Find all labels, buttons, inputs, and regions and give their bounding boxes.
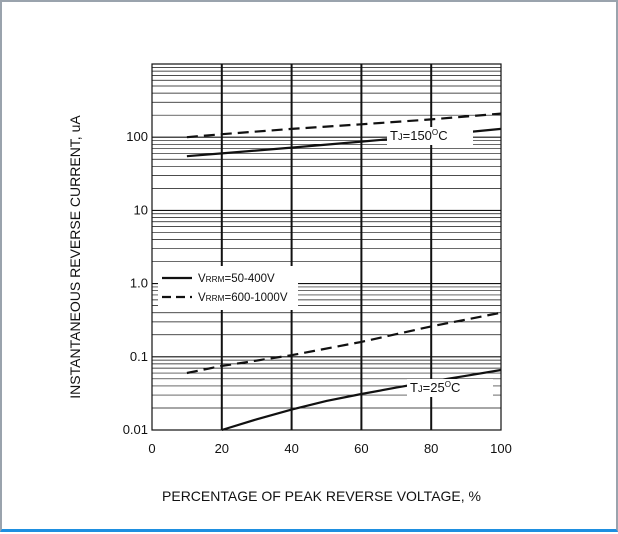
y-tick-label: 100 [126,129,148,144]
annotation-bg [407,379,493,397]
y-axis-label: INSTANTANEOUS REVERSE CURRENT, uA [67,115,83,399]
x-tick-label: 20 [215,441,229,456]
series-line-25C-solid [221,368,502,432]
y-tick-labels: 0.01 0.1 1.0 10 100 [123,129,148,437]
legend-box [158,266,298,310]
plot-border [151,63,502,431]
x-tick-label: 40 [284,441,298,456]
y-tick-label: 10 [134,202,148,217]
x-tick-label: 80 [424,441,438,456]
annotation-text: VRRM=50-400V [198,273,275,285]
series-lines [186,112,502,432]
annotations: TJ=150OC TJ=25OC [387,127,493,397]
x-tick-labels: 0 20 40 60 80 100 [148,441,511,456]
y-tick-label: 0.01 [123,422,148,437]
annotation-bg [387,127,473,145]
y-tick-label: 1.0 [130,276,148,291]
x-axis-label: PERCENTAGE OF PEAK REVERSE VOLTAGE, % [162,488,481,504]
annotation-text: VRRM=600-1000V [198,292,288,304]
x-tick-label: 60 [354,441,368,456]
y-tick-label: 0.1 [130,349,148,364]
series-line-25C-dashed [186,311,502,375]
annotation-text: TJ=150OC [390,128,448,143]
annotation-text: TJ=25OC [410,380,460,395]
x-tick-label: 0 [148,441,155,456]
legend: VRRM=50-400V VRRM=600-1000V [158,266,298,310]
series-line-150C-dashed [186,112,502,139]
x-tick-label: 100 [490,441,512,456]
